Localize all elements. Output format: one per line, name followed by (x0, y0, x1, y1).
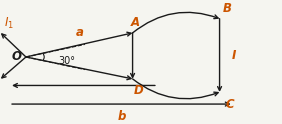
Text: 30°: 30° (58, 56, 75, 66)
Text: a: a (75, 26, 83, 39)
Text: D: D (133, 84, 143, 97)
Text: b: b (117, 110, 125, 123)
Text: O: O (12, 50, 22, 63)
Text: I: I (232, 49, 237, 62)
Text: C: C (225, 97, 234, 110)
Text: B: B (222, 2, 231, 15)
Text: $I_1$: $I_1$ (3, 16, 14, 31)
Text: A: A (131, 16, 140, 29)
